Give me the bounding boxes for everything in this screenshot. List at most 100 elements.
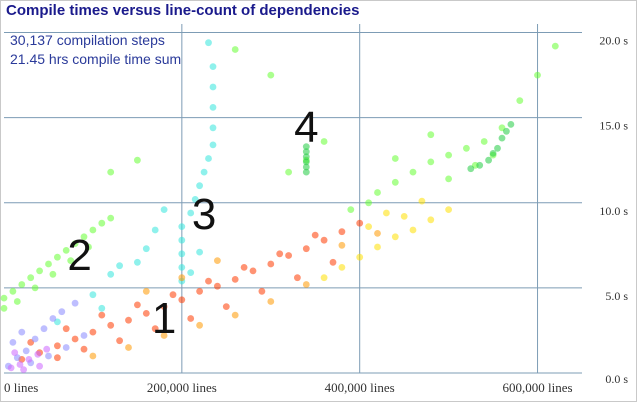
data-point [409,226,417,234]
data-point [45,260,52,268]
data-point [98,219,106,227]
data-point [209,63,217,70]
cluster-callout-label: 1 [152,294,176,343]
data-point [7,364,15,372]
y-tick-label: 5.0 s [605,289,628,303]
data-point [480,138,488,145]
cluster-callout-label: 4 [294,103,318,152]
data-point [258,287,266,295]
data-point [302,245,310,253]
data-point [49,315,57,322]
data-point [503,127,510,135]
data-point [302,158,310,166]
data-point [178,274,186,282]
data-point [391,155,399,162]
data-point [267,260,275,268]
data-point [329,258,337,266]
data-point [107,321,115,329]
x-tick-label: 400,000 lines [325,380,395,395]
x-tick-label: 600,000 lines [503,380,573,395]
data-point [22,347,30,355]
data-point [276,250,284,258]
data-point [67,257,75,264]
data-point [11,349,19,356]
data-point [71,299,79,307]
data-point [445,151,452,159]
data-point [125,316,132,324]
data-point [400,213,408,220]
data-point [134,258,141,266]
data-point [31,284,39,292]
data-point [374,243,381,251]
data-point [80,332,88,339]
data-point [71,240,79,248]
data-point [31,335,39,343]
data-point [374,189,381,196]
data-point [200,168,208,176]
data-point [205,39,212,47]
data-point [34,350,42,358]
data-point [62,325,70,333]
data-point [25,356,33,363]
data-point [551,42,559,50]
data-point [320,138,328,145]
data-point [498,134,506,142]
data-point [160,303,168,310]
data-point [285,252,292,259]
data-point [467,165,475,173]
data-point [222,303,230,310]
data-point [71,335,79,343]
data-point [365,199,372,207]
data-point [338,228,346,236]
data-point [516,97,524,104]
data-point [178,223,186,231]
data-point [231,46,239,53]
summary-stats: 30,137 compilation steps 21.45 hrs compi… [10,31,181,69]
data-point [20,366,27,373]
data-point [178,296,186,304]
data-point [294,274,301,282]
data-point [36,267,43,275]
data-point [18,281,26,288]
data-point [302,143,310,151]
data-point [9,339,17,346]
chart-title: Compile times versus line-count of depen… [6,2,360,19]
data-point [231,311,239,319]
data-point [187,209,195,217]
data-point [418,197,426,205]
data-point [54,342,61,350]
data-point [476,161,484,169]
data-point [80,345,88,353]
data-point [27,274,35,282]
y-tick-label: 20.0 s [599,34,628,48]
data-point [54,354,61,362]
data-point [0,304,8,312]
data-point [151,226,159,234]
data-point [187,315,195,322]
data-point [85,243,92,251]
data-point [178,236,186,244]
data-point [391,233,399,241]
data-point [205,277,212,285]
y-tick-label: 15.0 s [599,119,628,133]
data-point [209,124,217,132]
data-point [125,344,132,351]
data-point [196,321,204,329]
data-point [98,304,106,312]
data-point [214,282,221,290]
compile-time-sum: 21.45 hrs compile time sum [10,51,182,67]
data-point [356,219,364,227]
data-point [214,257,221,264]
data-point [427,158,435,166]
cluster-callout-label: 2 [67,231,91,280]
data-point [160,332,168,339]
data-point [98,311,106,319]
data-point [89,226,97,234]
data-point [534,71,541,79]
data-point [209,83,217,91]
data-point [285,168,292,176]
data-point [249,267,257,275]
data-point [347,206,355,214]
